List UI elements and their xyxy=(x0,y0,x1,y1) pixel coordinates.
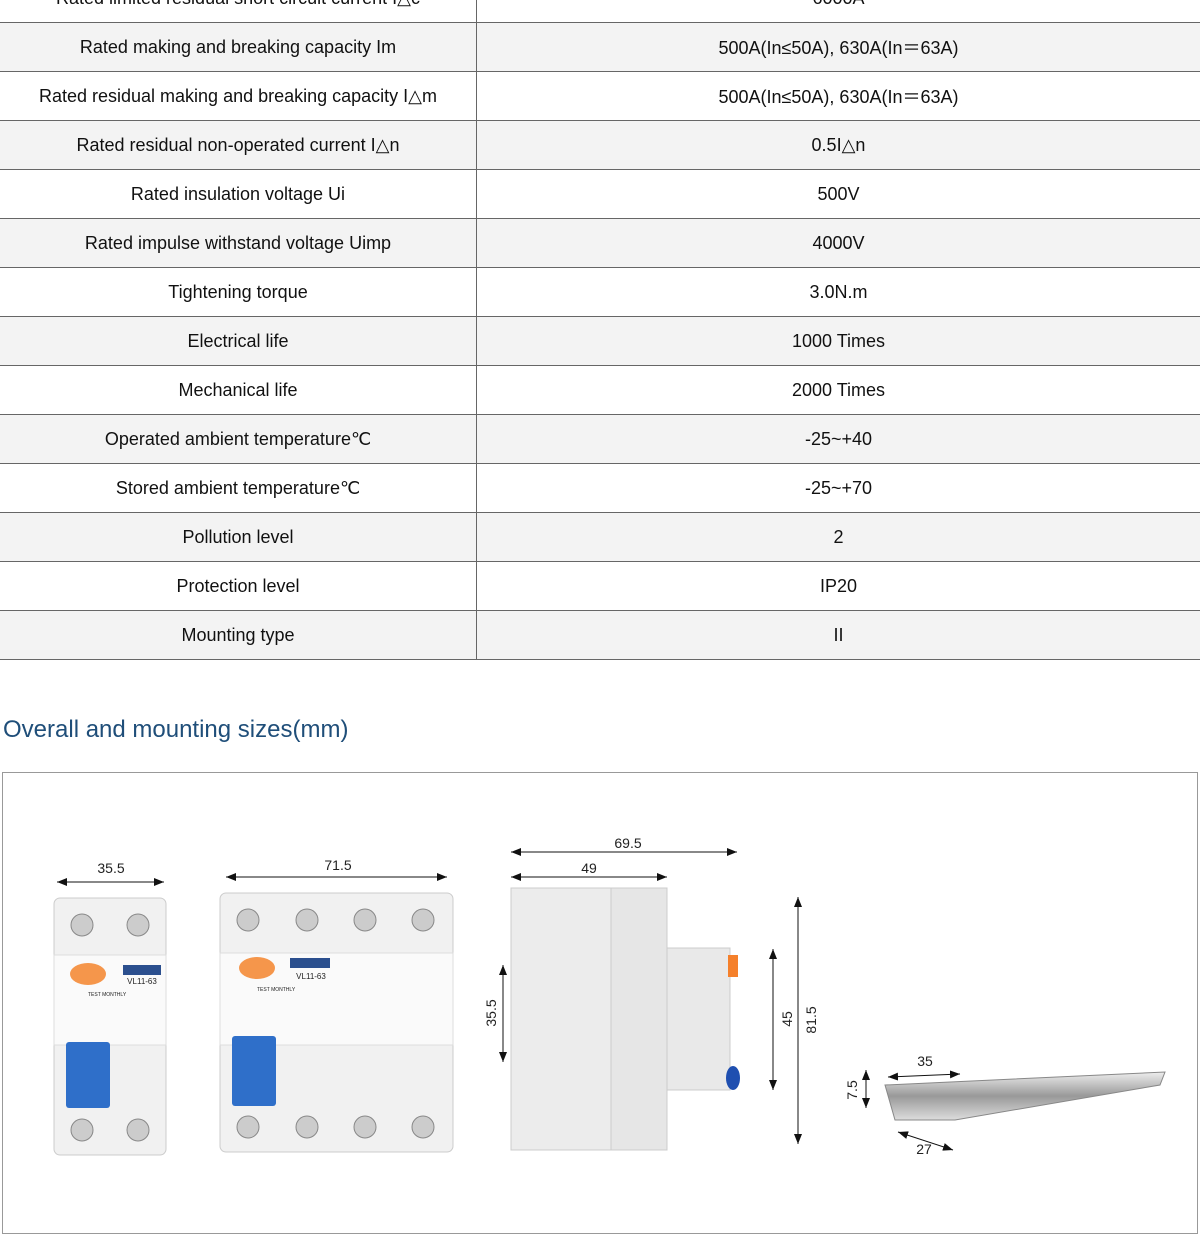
dimension-label: 35.5 xyxy=(97,860,124,876)
drawing-box xyxy=(2,772,1198,1234)
model-label: VL11-63 xyxy=(127,977,157,986)
dimension-label: 81.5 xyxy=(803,1006,819,1033)
spec-value: 500V xyxy=(476,169,1200,219)
spec-name: Mounting type xyxy=(0,610,477,660)
test-label: TEST MONTHLY xyxy=(88,992,127,998)
spec-name: Electrical life xyxy=(0,316,477,366)
spec-row: Rated impulse withstand voltage Uimp 4000… xyxy=(0,218,1200,268)
din-rail xyxy=(884,1071,1166,1121)
spec-value: II xyxy=(476,610,1200,660)
spec-name: Pollution level xyxy=(0,512,477,562)
spec-row: Mounting type II xyxy=(0,610,1200,660)
spec-value: 0.5I△n xyxy=(476,120,1200,170)
spec-value: 1000 Times xyxy=(476,316,1200,366)
spec-value: 6000A xyxy=(476,0,1200,23)
spec-row: Rated insulation voltage Ui 500V xyxy=(0,169,1200,219)
spec-name: Operated ambient temperature℃ xyxy=(0,414,477,464)
spec-name: Stored ambient temperature℃ xyxy=(0,463,477,513)
spec-value: 4000V xyxy=(476,218,1200,268)
breaker-2p xyxy=(53,897,167,1156)
dimension-label: 45 xyxy=(779,1011,795,1027)
side-view xyxy=(510,887,740,1151)
spec-row: Tightening torque 3.0N.m xyxy=(0,267,1200,317)
dimension-label: 27 xyxy=(916,1141,932,1157)
spec-row: Rated residual making and breaking capac… xyxy=(0,71,1200,121)
spec-name: Rated residual making and breaking capac… xyxy=(0,71,477,121)
spec-row: Protection level IP20 xyxy=(0,561,1200,611)
spec-row: Rated making and breaking capacity Im 500… xyxy=(0,22,1200,72)
spec-value: 2000 Times xyxy=(476,365,1200,415)
spec-row: Operated ambient temperature℃ -25~+40 xyxy=(0,414,1200,464)
spec-row: Stored ambient temperature℃ -25~+70 xyxy=(0,463,1200,513)
spec-name: Rated making and breaking capacity Im xyxy=(0,22,477,72)
spec-row: Rated limited residual short circuit cur… xyxy=(0,0,1200,23)
spec-name: Protection level xyxy=(0,561,477,611)
spec-value: -25~+70 xyxy=(476,463,1200,513)
spec-value: IP20 xyxy=(476,561,1200,611)
spec-value: 500A(In≤50A), 630A(In＝63A) xyxy=(476,71,1200,121)
dimension-label: 7.5 xyxy=(844,1080,860,1100)
spec-value: 500A(In≤50A), 630A(In＝63A) xyxy=(476,22,1200,72)
spec-value: 2 xyxy=(476,512,1200,562)
spec-name: Tightening torque xyxy=(0,267,477,317)
dimension-label: 71.5 xyxy=(324,857,351,873)
dimension-label: 35 xyxy=(917,1053,933,1069)
model-label: VL11-63 xyxy=(296,972,326,981)
spec-name: Mechanical life xyxy=(0,365,477,415)
spec-name: Rated impulse withstand voltage Uimp xyxy=(0,218,477,268)
dimension-label: 35.5 xyxy=(483,999,499,1026)
spec-name: Rated insulation voltage Ui xyxy=(0,169,477,219)
spec-row: Pollution level 2 xyxy=(0,512,1200,562)
dimension-label: 69.5 xyxy=(614,835,641,851)
spec-table: Rated limited residual short circuit cur… xyxy=(0,0,1200,660)
dimension-line xyxy=(897,1131,954,1151)
spec-name: Rated limited residual short circuit cur… xyxy=(0,0,477,23)
dimension-label: 49 xyxy=(581,860,597,876)
section-title: Overall and mounting sizes(mm) xyxy=(3,716,349,743)
test-label: TEST MONTHLY xyxy=(257,987,296,993)
spec-value: -25~+40 xyxy=(476,414,1200,464)
spec-value: 3.0N.m xyxy=(476,267,1200,317)
spec-name: Rated residual non-operated current I△n xyxy=(0,120,477,170)
dimension-line xyxy=(887,1070,961,1081)
spec-row: Mechanical life 2000 Times xyxy=(0,365,1200,415)
spec-row: Electrical life 1000 Times xyxy=(0,316,1200,366)
spec-row: Rated residual non-operated current I△n 0… xyxy=(0,120,1200,170)
breaker-4p xyxy=(219,892,454,1153)
